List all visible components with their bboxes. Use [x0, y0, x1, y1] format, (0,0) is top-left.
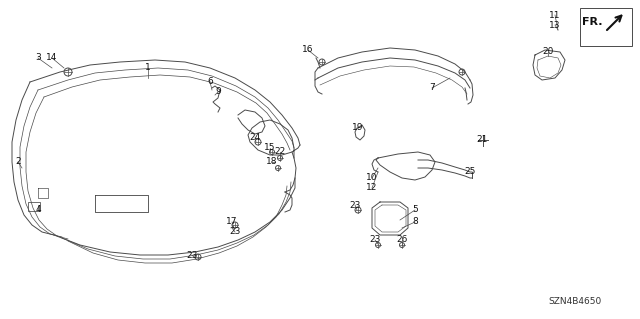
Text: 19: 19 [352, 123, 364, 132]
Text: 4: 4 [35, 205, 41, 214]
Text: 3: 3 [35, 54, 41, 63]
Text: 16: 16 [302, 46, 314, 55]
Text: 21: 21 [476, 136, 488, 145]
Text: 7: 7 [429, 84, 435, 93]
Text: 20: 20 [542, 48, 554, 56]
Text: 23: 23 [186, 250, 198, 259]
Text: 23: 23 [369, 235, 381, 244]
Text: 22: 22 [275, 147, 285, 157]
Text: 17: 17 [227, 218, 237, 226]
Text: 13: 13 [549, 20, 561, 29]
Text: 11: 11 [549, 11, 561, 19]
Text: 24: 24 [250, 133, 260, 143]
Text: 6: 6 [207, 78, 213, 86]
Text: FR.: FR. [582, 17, 602, 27]
Text: 26: 26 [396, 235, 408, 244]
Text: 5: 5 [412, 205, 418, 214]
Text: SZN4B4650: SZN4B4650 [548, 298, 602, 307]
Text: 12: 12 [366, 183, 378, 192]
Text: 1: 1 [145, 63, 151, 72]
Text: 14: 14 [46, 54, 58, 63]
Text: 25: 25 [464, 167, 476, 176]
Text: 15: 15 [264, 144, 276, 152]
Text: 10: 10 [366, 174, 378, 182]
Text: 9: 9 [215, 87, 221, 97]
Text: 23: 23 [349, 201, 361, 210]
Text: 23: 23 [229, 227, 241, 236]
Text: 18: 18 [266, 158, 278, 167]
Text: 8: 8 [412, 218, 418, 226]
Text: 2: 2 [15, 158, 21, 167]
